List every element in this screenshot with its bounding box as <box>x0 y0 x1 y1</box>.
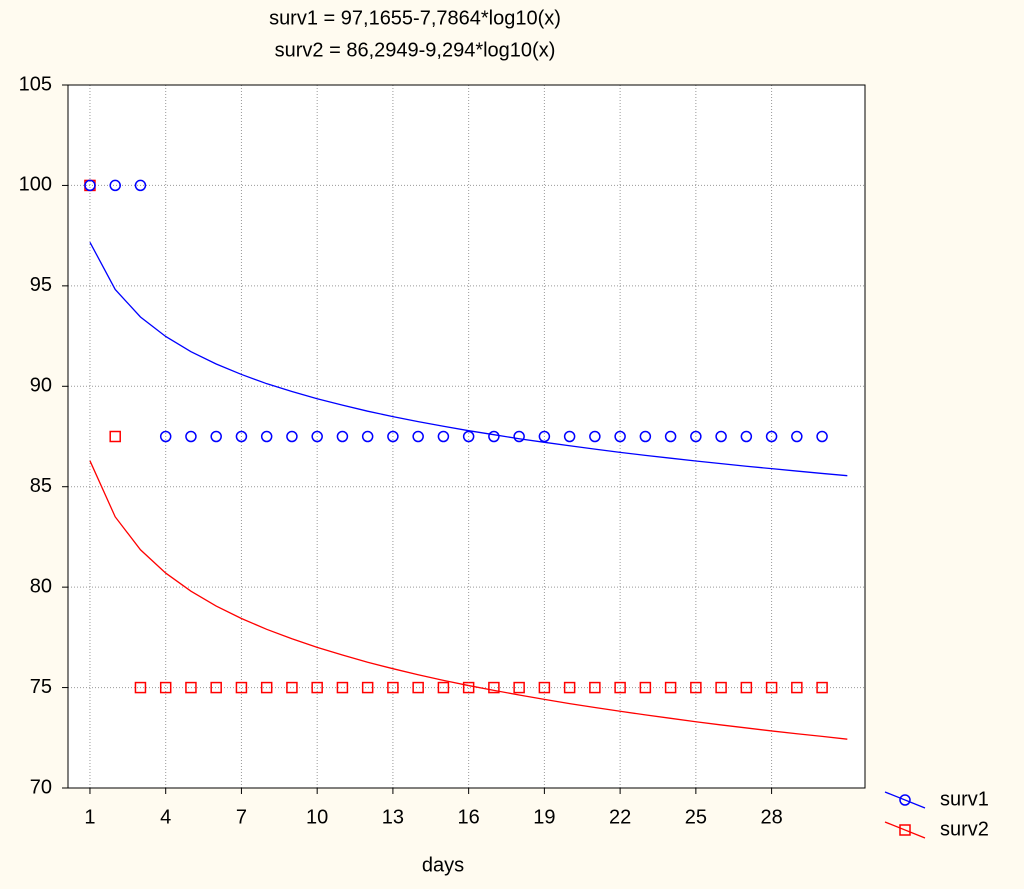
chart-title: surv2 = 86,2949-9,294*log10(x) <box>275 39 556 61</box>
point <box>639 430 652 443</box>
point <box>765 430 778 443</box>
point <box>109 430 121 443</box>
point <box>816 681 828 694</box>
point <box>664 430 677 443</box>
x-tick-label: 7 <box>236 806 247 828</box>
point <box>639 681 652 694</box>
point <box>361 681 374 694</box>
legend-label: surv2 <box>940 818 989 840</box>
point <box>387 681 399 694</box>
point <box>286 681 298 694</box>
x-tick-label: 13 <box>382 806 404 828</box>
point <box>437 430 450 443</box>
point <box>412 681 424 694</box>
point <box>538 430 551 443</box>
point <box>765 681 778 694</box>
point <box>336 681 349 694</box>
point <box>185 430 197 443</box>
point <box>159 430 172 443</box>
point <box>412 430 424 443</box>
plot-area <box>68 85 865 788</box>
point <box>260 430 273 443</box>
x-tick-label: 22 <box>609 806 631 828</box>
legend-marker <box>899 824 911 836</box>
point <box>311 681 323 694</box>
x-tick-label: 1 <box>84 806 95 828</box>
point <box>513 681 525 694</box>
point <box>235 681 248 694</box>
point <box>589 430 601 443</box>
point <box>210 430 222 443</box>
x-tick-label: 10 <box>306 806 328 828</box>
y-tick-label: 100 <box>19 174 52 196</box>
point <box>159 681 172 694</box>
point <box>361 430 374 443</box>
point <box>614 681 626 694</box>
fit-line <box>89 460 848 740</box>
point <box>690 681 702 694</box>
point <box>286 430 298 443</box>
point <box>84 179 96 192</box>
chart-title: surv1 = 97,1655-7,7864*log10(x) <box>269 7 561 29</box>
y-tick-label: 75 <box>30 676 52 698</box>
point <box>437 681 450 694</box>
legend-label: surv1 <box>940 788 989 810</box>
point <box>664 681 677 694</box>
point <box>538 681 551 694</box>
y-tick-label: 90 <box>30 375 52 397</box>
point <box>387 430 399 443</box>
point <box>715 681 727 694</box>
point <box>740 681 753 694</box>
point <box>563 430 576 443</box>
plot-frame <box>67 84 866 789</box>
point <box>816 430 828 443</box>
y-tick-label: 70 <box>30 776 52 798</box>
legend-marker <box>899 794 911 806</box>
point <box>614 430 626 443</box>
point <box>210 681 222 694</box>
point <box>589 681 601 694</box>
point <box>134 681 147 694</box>
point <box>563 681 576 694</box>
point <box>260 681 273 694</box>
point <box>488 681 500 694</box>
point <box>336 430 349 443</box>
point <box>513 430 525 443</box>
point <box>134 179 147 192</box>
y-tick-label: 85 <box>30 475 52 497</box>
point <box>791 681 803 694</box>
y-tick-label: 80 <box>30 575 52 597</box>
x-tick-label: 16 <box>458 806 480 828</box>
point <box>488 430 500 443</box>
fit-line <box>89 241 848 477</box>
x-tick-label: 19 <box>533 806 555 828</box>
point <box>462 430 475 443</box>
x-axis-label: days <box>422 854 464 876</box>
x-tick-label: 4 <box>160 806 171 828</box>
point <box>185 681 197 694</box>
x-tick-label: 25 <box>685 806 707 828</box>
y-tick-label: 95 <box>30 274 52 296</box>
point <box>791 430 803 443</box>
point <box>690 430 702 443</box>
point <box>311 430 323 443</box>
point <box>235 430 248 443</box>
legend-line <box>884 821 926 839</box>
x-tick-label: 28 <box>760 806 782 828</box>
point <box>740 430 753 443</box>
y-tick-label: 105 <box>19 73 52 95</box>
point <box>109 179 121 192</box>
point <box>462 681 475 694</box>
legend-line <box>884 791 926 809</box>
point <box>715 430 727 443</box>
